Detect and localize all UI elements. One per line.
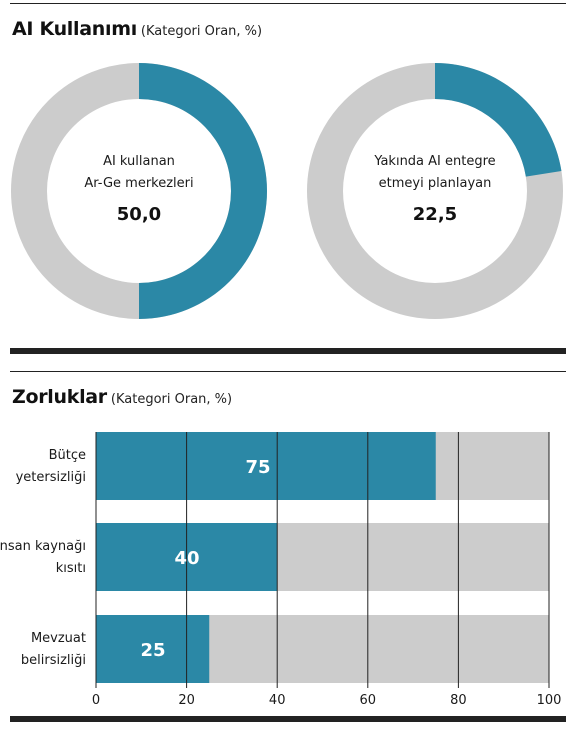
donut-slice <box>435 63 562 177</box>
category-label-line: belirsizliği <box>21 653 86 668</box>
bar-value-label: 75 <box>245 457 270 478</box>
bar-value-label: 25 <box>140 640 165 661</box>
bar <box>96 432 436 500</box>
x-tick-label: 80 <box>450 693 467 708</box>
category-label-line: yetersizliği <box>16 470 86 485</box>
bar-value-label: 40 <box>174 548 199 569</box>
donut-chart-2: Yakında AI entegre etmeyi planlayan 22,5 <box>307 63 563 319</box>
donut-chart-1: AI kullanan Ar-Ge merkezleri 50,0 <box>11 63 267 319</box>
donut-slice <box>139 63 267 319</box>
donut-value-label: 50,0 <box>117 204 161 225</box>
donut-value-label: 22,5 <box>413 204 457 225</box>
usage-bottom-rule <box>10 348 566 354</box>
category-label-line: kısıtı <box>56 561 86 576</box>
donut-label-line: Ar-Ge merkezleri <box>84 176 193 191</box>
x-tick-label: 20 <box>178 693 195 708</box>
usage-title-block: AI Kullanımı (Kategori Oran, %) <box>12 18 262 40</box>
top-rule <box>10 3 566 4</box>
bar-plot: 0 20 40 60 80 100 Bütçe yetersizliği 75 İnsan kay… <box>0 432 561 708</box>
x-tick-label: 40 <box>269 693 286 708</box>
challenges-title-block: Zorluklar (Kategori Oran, %) <box>12 386 232 408</box>
usage-title: AI Kullanımı <box>12 18 137 40</box>
challenges-title: Zorluklar <box>12 386 107 408</box>
donut-label-line: AI kullanan <box>103 154 175 169</box>
x-tick-label: 0 <box>92 693 100 708</box>
bar <box>96 615 210 683</box>
donut-label-line: Yakında AI entegre <box>373 154 495 169</box>
challenges-top-rule <box>10 371 566 372</box>
usage-subtitle: (Kategori Oran, %) <box>140 24 263 39</box>
donut-label-line: etmeyi planlayan <box>379 176 492 191</box>
challenges-bar-chart: 0 20 40 60 80 100 Bütçe yetersizliği 75 İnsan kay… <box>0 432 561 708</box>
category-label-line: İnsan kaynağı <box>0 538 86 554</box>
x-tick-label: 100 <box>537 693 562 708</box>
usage-donut-charts: AI kullanan Ar-Ge merkezleri 50,0 Yakında A… <box>11 63 563 319</box>
challenges-subtitle: (Kategori Oran, %) <box>110 392 233 407</box>
category-label-line: Bütçe <box>49 448 86 463</box>
challenges-bottom-rule <box>10 716 566 722</box>
category-label-line: Mevzuat <box>31 631 86 646</box>
x-tick-label: 60 <box>360 693 377 708</box>
